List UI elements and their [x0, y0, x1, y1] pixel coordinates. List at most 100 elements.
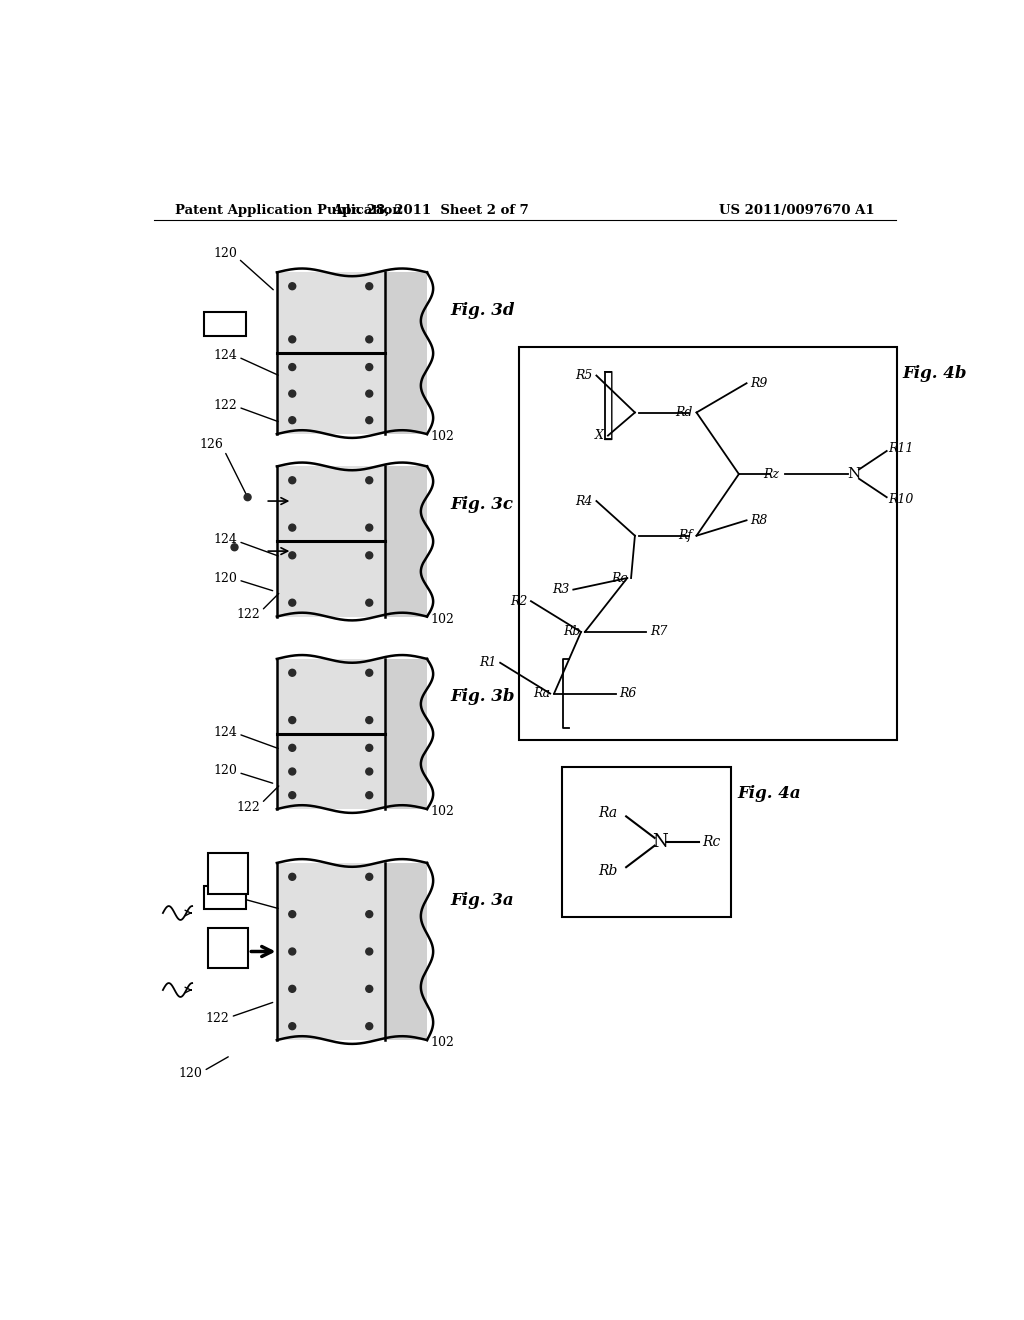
Circle shape [366, 768, 373, 775]
Text: 102: 102 [431, 1036, 455, 1049]
Circle shape [289, 599, 296, 606]
Circle shape [366, 552, 373, 558]
Circle shape [366, 599, 373, 606]
Text: R11: R11 [888, 442, 913, 455]
Circle shape [289, 744, 296, 751]
Circle shape [366, 948, 373, 954]
Text: 124: 124 [213, 890, 237, 903]
Circle shape [289, 552, 296, 558]
Bar [204, 313, 246, 335]
Text: R3: R3 [552, 583, 569, 597]
Circle shape [289, 363, 296, 371]
Text: X: X [595, 429, 604, 442]
Circle shape [289, 417, 296, 424]
Circle shape [366, 669, 373, 676]
Text: R10: R10 [888, 492, 913, 506]
Text: N: N [652, 833, 668, 851]
Text: Fig. 3d: Fig. 3d [451, 302, 515, 318]
Circle shape [231, 544, 238, 550]
Circle shape [289, 282, 296, 289]
Text: Rb: Rb [598, 865, 617, 878]
Circle shape [366, 985, 373, 993]
Text: Fig. 3a: Fig. 3a [451, 892, 514, 909]
Text: N: N [848, 467, 861, 480]
Bar [562, 767, 731, 917]
Text: Ra: Ra [599, 805, 617, 820]
Circle shape [289, 477, 296, 483]
Text: Rc: Rc [611, 572, 628, 585]
Text: Fig. 4a: Fig. 4a [737, 784, 801, 801]
Polygon shape [276, 659, 385, 809]
Text: R5: R5 [575, 370, 593, 381]
Text: 120: 120 [213, 572, 237, 585]
Text: 124: 124 [213, 348, 237, 362]
Text: 120: 120 [178, 1067, 202, 1080]
Text: R1: R1 [479, 656, 497, 669]
Circle shape [366, 792, 373, 799]
Circle shape [366, 524, 373, 531]
Text: 102: 102 [431, 612, 455, 626]
Circle shape [289, 874, 296, 880]
Polygon shape [276, 272, 385, 434]
Text: 120: 120 [213, 247, 237, 260]
Polygon shape [385, 659, 427, 809]
Circle shape [289, 1023, 296, 1030]
Bar [208, 853, 248, 894]
Polygon shape [385, 466, 427, 616]
Text: Apr. 28, 2011  Sheet 2 of 7: Apr. 28, 2011 Sheet 2 of 7 [333, 205, 529, 218]
Bar [208, 928, 248, 969]
Circle shape [366, 417, 373, 424]
Circle shape [366, 717, 373, 723]
Circle shape [366, 744, 373, 751]
Circle shape [289, 335, 296, 343]
Circle shape [289, 768, 296, 775]
Text: R9: R9 [751, 376, 768, 389]
Bar [204, 886, 246, 909]
Text: Fig. 3b: Fig. 3b [451, 688, 515, 705]
Circle shape [366, 391, 373, 397]
Text: 102: 102 [431, 805, 455, 818]
Text: Rz: Rz [764, 467, 779, 480]
Circle shape [244, 494, 251, 500]
Circle shape [366, 282, 373, 289]
Text: R7: R7 [650, 626, 668, 639]
Text: 102: 102 [431, 430, 455, 444]
Text: R4: R4 [575, 495, 593, 508]
Circle shape [289, 391, 296, 397]
Circle shape [289, 669, 296, 676]
Circle shape [366, 477, 373, 483]
Circle shape [289, 524, 296, 531]
Text: 120: 120 [213, 764, 237, 777]
Circle shape [289, 948, 296, 954]
Circle shape [289, 985, 296, 993]
Text: R8: R8 [751, 513, 768, 527]
Text: 126: 126 [199, 438, 223, 451]
Text: R2: R2 [510, 594, 527, 607]
Circle shape [366, 1023, 373, 1030]
Text: Rd: Rd [675, 407, 692, 418]
Polygon shape [276, 863, 385, 1040]
Text: Rf: Rf [679, 529, 692, 543]
Text: Patent Application Publication: Patent Application Publication [175, 205, 402, 218]
Text: Fig. 4b: Fig. 4b [903, 364, 968, 381]
Circle shape [366, 335, 373, 343]
Circle shape [366, 874, 373, 880]
Polygon shape [385, 272, 427, 434]
Text: Fig. 3c: Fig. 3c [451, 496, 513, 512]
Text: 122: 122 [213, 399, 237, 412]
Text: 122: 122 [237, 801, 260, 813]
Text: US 2011/0097670 A1: US 2011/0097670 A1 [719, 205, 874, 218]
Polygon shape [385, 863, 427, 1040]
Circle shape [289, 792, 296, 799]
Text: 122: 122 [206, 1012, 229, 1026]
Text: 124: 124 [213, 533, 237, 546]
Text: Ra: Ra [534, 686, 550, 700]
Circle shape [366, 911, 373, 917]
Text: Rb: Rb [563, 626, 581, 639]
Text: 124: 124 [213, 726, 237, 739]
Bar [519, 347, 897, 739]
Circle shape [366, 363, 373, 371]
Polygon shape [276, 466, 385, 616]
Text: Rc: Rc [702, 834, 721, 849]
Circle shape [289, 717, 296, 723]
